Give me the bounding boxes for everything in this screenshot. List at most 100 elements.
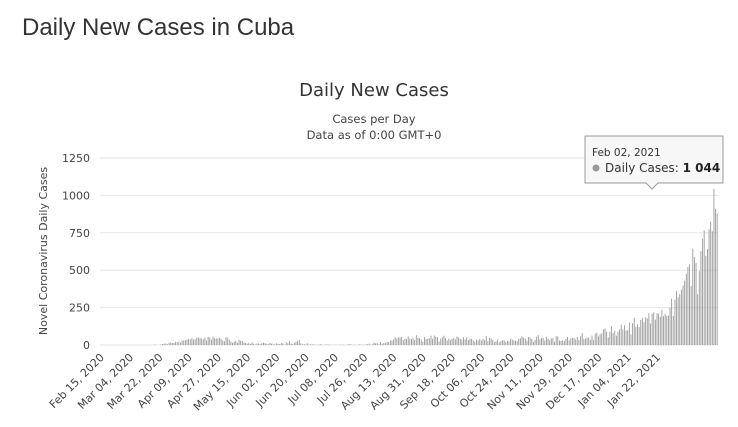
bar[interactable]	[240, 340, 242, 345]
bar[interactable]	[567, 337, 569, 345]
bar[interactable]	[259, 344, 261, 345]
bar[interactable]	[602, 329, 604, 345]
bar[interactable]	[604, 328, 606, 345]
bar[interactable]	[594, 333, 596, 345]
bar[interactable]	[238, 339, 240, 345]
bar[interactable]	[181, 340, 183, 345]
bar[interactable]	[210, 339, 212, 345]
bar[interactable]	[235, 340, 237, 345]
bar[interactable]	[676, 291, 677, 345]
bar[interactable]	[381, 343, 383, 345]
bar[interactable]	[303, 343, 305, 345]
bar[interactable]	[625, 330, 627, 345]
bar[interactable]	[609, 331, 611, 345]
bar[interactable]	[412, 338, 414, 345]
bar[interactable]	[173, 342, 175, 345]
bar[interactable]	[251, 342, 253, 345]
bar[interactable]	[277, 343, 279, 345]
bar[interactable]	[204, 337, 206, 345]
bar[interactable]	[510, 338, 512, 345]
bar[interactable]	[188, 339, 190, 345]
bar[interactable]	[698, 271, 700, 345]
bar[interactable]	[292, 344, 294, 345]
bar[interactable]	[458, 337, 460, 345]
bar[interactable]	[289, 341, 290, 345]
bar[interactable]	[432, 338, 434, 345]
bar[interactable]	[386, 341, 388, 345]
bar[interactable]	[422, 341, 424, 345]
bar[interactable]	[263, 342, 264, 345]
bar[interactable]	[549, 340, 551, 345]
bar[interactable]	[214, 338, 216, 345]
bar[interactable]	[326, 344, 328, 345]
bar[interactable]	[276, 343, 277, 345]
bar[interactable]	[539, 339, 541, 345]
bar[interactable]	[606, 331, 608, 345]
bar[interactable]	[615, 335, 617, 345]
bar[interactable]	[674, 299, 676, 345]
bar[interactable]	[245, 343, 246, 345]
bar[interactable]	[572, 337, 573, 345]
bar[interactable]	[703, 230, 705, 345]
bar[interactable]	[523, 337, 525, 345]
bar[interactable]	[589, 339, 591, 345]
bar[interactable]	[222, 340, 224, 345]
bar[interactable]	[440, 338, 442, 345]
bar[interactable]	[650, 323, 651, 345]
bar[interactable]	[206, 340, 207, 345]
bar[interactable]	[632, 323, 634, 345]
bar[interactable]	[280, 342, 282, 345]
bar[interactable]	[534, 340, 536, 345]
bar[interactable]	[274, 344, 276, 345]
bar[interactable]	[617, 331, 619, 345]
bar[interactable]	[541, 337, 542, 345]
bar[interactable]	[537, 335, 539, 345]
bar[interactable]	[702, 238, 703, 345]
bar[interactable]	[167, 344, 168, 345]
bar[interactable]	[228, 339, 230, 345]
bar[interactable]	[612, 333, 614, 345]
bar[interactable]	[485, 336, 487, 345]
bar[interactable]	[428, 338, 430, 345]
bar[interactable]	[388, 342, 390, 345]
bar[interactable]	[562, 340, 564, 345]
bar[interactable]	[196, 337, 198, 345]
bar[interactable]	[689, 264, 690, 345]
bar[interactable]	[236, 342, 238, 345]
bar[interactable]	[233, 341, 235, 345]
bar[interactable]	[349, 344, 351, 345]
bar[interactable]	[347, 344, 349, 345]
bar[interactable]	[490, 338, 492, 345]
bar[interactable]	[659, 316, 661, 345]
bar[interactable]	[300, 343, 302, 345]
bar[interactable]	[191, 338, 193, 345]
bar[interactable]	[175, 341, 177, 345]
bars[interactable]	[154, 188, 718, 345]
bar[interactable]	[410, 339, 412, 345]
bar[interactable]	[544, 340, 546, 345]
bar[interactable]	[515, 340, 516, 345]
bar[interactable]	[232, 342, 233, 345]
bar[interactable]	[253, 343, 255, 345]
bar[interactable]	[271, 343, 273, 345]
bar[interactable]	[693, 256, 695, 345]
bar[interactable]	[450, 340, 451, 345]
bar[interactable]	[651, 313, 653, 345]
bar[interactable]	[311, 344, 313, 345]
bar[interactable]	[241, 340, 243, 345]
bar[interactable]	[690, 285, 692, 345]
bar[interactable]	[716, 213, 718, 345]
bar[interactable]	[391, 340, 393, 345]
bar[interactable]	[467, 340, 469, 345]
bar[interactable]	[536, 336, 538, 345]
bar[interactable]	[448, 338, 450, 345]
bar[interactable]	[406, 339, 407, 345]
bar[interactable]	[528, 337, 529, 345]
bar[interactable]	[472, 340, 474, 345]
bar[interactable]	[645, 317, 647, 345]
bar[interactable]	[171, 343, 173, 345]
bar[interactable]	[708, 229, 710, 345]
bar[interactable]	[471, 339, 473, 345]
bar[interactable]	[189, 339, 191, 345]
bar[interactable]	[375, 343, 377, 345]
